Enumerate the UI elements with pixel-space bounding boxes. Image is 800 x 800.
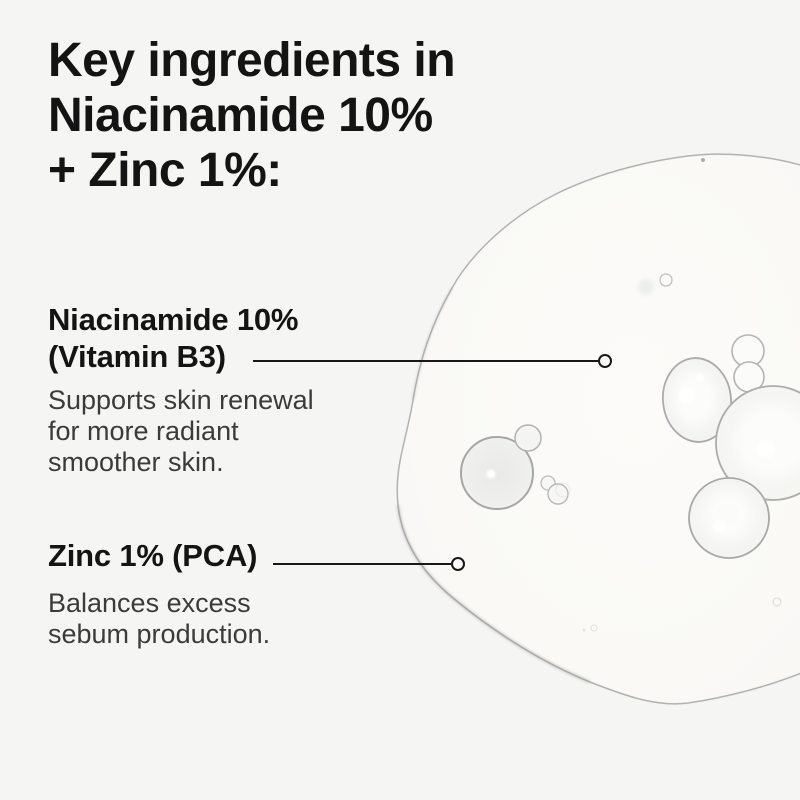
callout-body-line: sebum production.	[48, 619, 271, 649]
callout-niacinamide-body: Supports skin renewal for more radiant s…	[48, 385, 314, 478]
callout-body-line: Supports skin renewal	[48, 385, 314, 415]
callout-body-line: for more radiant	[48, 416, 239, 446]
droplet-edge-shadow	[396, 504, 591, 684]
leader-endpoint-circle-zinc	[451, 557, 465, 571]
page-title-line: + Zinc 1%:	[48, 144, 282, 197]
callout-heading-line: Niacinamide 10%	[48, 302, 299, 337]
callout-niacinamide: Niacinamide 10% (Vitamin B3) Supports sk…	[48, 301, 314, 478]
callout-niacinamide-heading: Niacinamide 10% (Vitamin B3)	[48, 301, 314, 375]
callout-heading-line: (Vitamin B3)	[48, 339, 226, 374]
tiny-bubbles	[555, 482, 782, 632]
callout-zinc-body: Balances excess sebum production.	[48, 588, 270, 650]
droplet-edge-shadow	[412, 287, 453, 401]
edge-speck	[701, 158, 705, 162]
leader-endpoint-circle-niacinamide	[598, 354, 612, 368]
bubble-cluster-left	[460, 424, 569, 510]
page-title: Key ingredients in Niacinamide 10% + Zin…	[48, 33, 456, 198]
droplet-blob	[396, 153, 800, 705]
leader-line-zinc	[273, 563, 451, 565]
leader-line-niacinamide	[253, 360, 598, 362]
callout-heading-line: Zinc 1% (PCA)	[48, 538, 258, 573]
callout-zinc-heading: Zinc 1% (PCA)	[48, 537, 270, 574]
bubble-cluster-right	[638, 273, 800, 559]
callout-body-line: Balances excess	[48, 588, 251, 618]
page-title-line: Key ingredients in	[48, 34, 456, 87]
callout-body-line: smoother skin.	[48, 447, 224, 477]
callout-zinc: Zinc 1% (PCA) Balances excess sebum prod…	[48, 537, 270, 650]
page-title-line: Niacinamide 10%	[48, 89, 433, 142]
